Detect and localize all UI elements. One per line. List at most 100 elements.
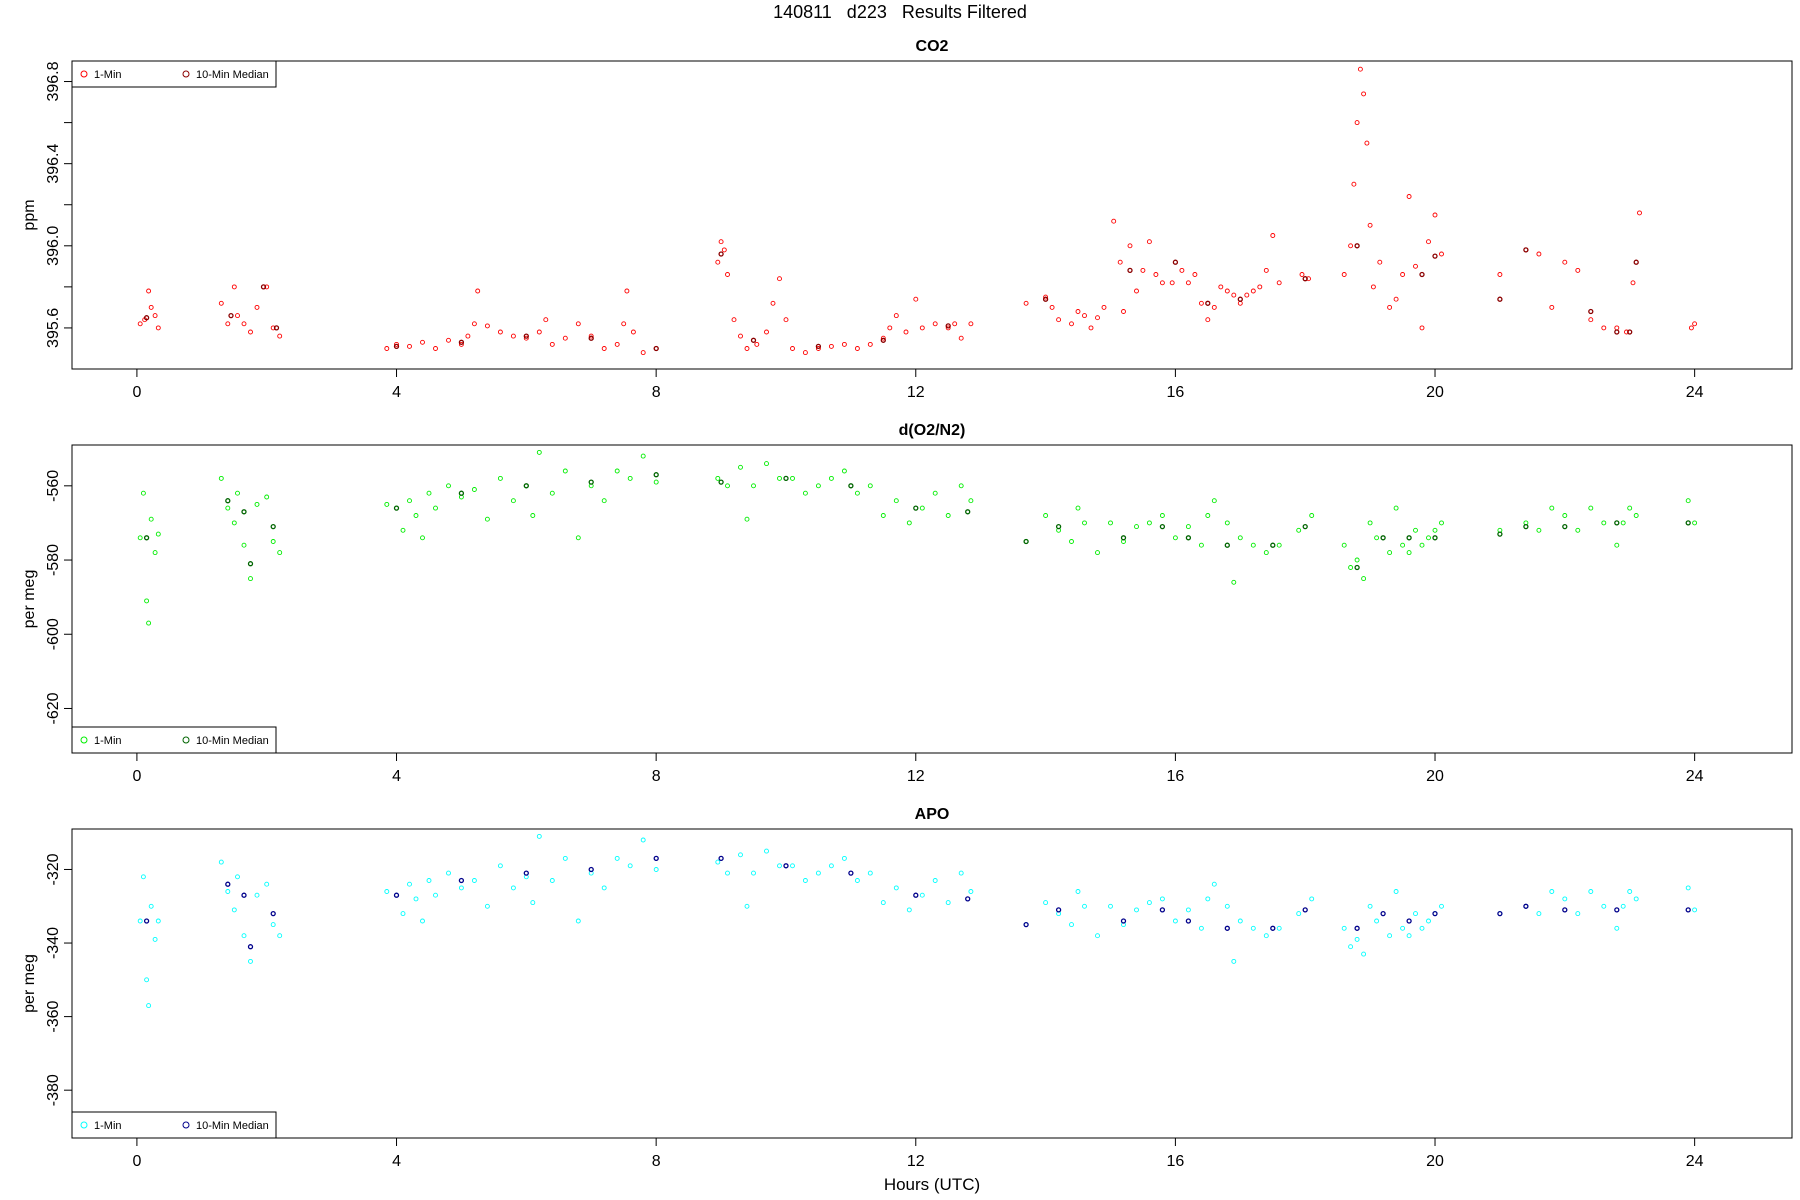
apo-median-point [1614,907,1620,913]
o2n2-median-point [247,561,254,567]
apo-1min-point [1562,896,1568,902]
o2n2-median-point [270,523,276,530]
apo-y-tick-label: -320 [45,853,62,885]
apo-y-tick-label: -340 [45,927,62,959]
apo-median-point [247,944,254,950]
co2-1min-point [1364,140,1370,146]
o2n2-median-point [1120,535,1127,541]
co2-y-tick-label: 396.8 [45,61,62,101]
apo-1min-point [1250,925,1256,931]
o2n2-1min-point [893,498,899,504]
apo-median-point [1159,907,1166,913]
o2n2-1min-point [1185,524,1191,530]
apo-1min-point [471,878,477,883]
o2n2-plot-frame [71,444,1793,754]
co2-1min-point [1185,280,1191,286]
co2-median-point [1127,267,1133,274]
o2n2-1min-point [1692,520,1698,526]
co2-1min-point [1624,329,1629,335]
apo-x-tick-label: 16 [1166,1153,1184,1170]
co2-1min-point [1049,304,1055,310]
o2n2-1min-point [841,468,847,474]
apo-1min-point [1211,881,1217,887]
co2-1min-point [146,288,152,294]
apo-x-tick-label: 8 [652,1153,661,1170]
o2n2-1min-point [1588,505,1594,511]
apo-1min-point [1413,911,1418,917]
co2-median-point [228,312,234,319]
o2n2-y-tick-label: -620 [45,692,62,724]
apo-1min-point [640,837,646,843]
o2n2-y-axis-label: per meg [21,570,38,629]
o2n2-1min-point [1146,520,1152,526]
co2-median-point [273,325,280,331]
o2n2-1min-point [653,479,659,485]
apo-median-point [1497,910,1503,917]
co2-1min-point [1630,280,1636,286]
co2-1min-point [1263,267,1269,273]
o2n2-1min-point [1296,527,1302,533]
co2-1min-point [523,335,529,341]
co2-1min-point [1426,239,1431,245]
o2n2-1min-point [1108,520,1113,526]
o2n2-1min-point [148,516,154,522]
co2-1min-point [1095,315,1100,321]
o2n2-x-tick-label: 12 [907,768,925,785]
co2-1min-point [1192,272,1198,277]
apo-1min-point [1309,896,1315,902]
apo-1min-point [1082,903,1087,909]
apo-1min-point [1588,889,1594,894]
co2-1min-point [630,329,636,335]
apo-legend-box [71,1111,277,1139]
o2n2-median-point [1406,535,1412,541]
o2n2-1min-point [854,490,860,496]
co2-1min-point [725,272,730,277]
apo-1min-point [1419,925,1425,931]
o2n2-1min-point [777,475,782,481]
o2n2-median-point [588,479,594,485]
x-axis-label: Hours (UTC) [884,1175,980,1194]
co2-1min-point [841,341,847,347]
co2-1min-point [718,239,724,245]
o2n2-1min-point [1075,505,1081,511]
o2n2-1min-point [277,550,283,556]
apo-median-point [225,881,231,887]
apo-1min-point [562,855,568,861]
apo-legend-1min-label: 1-Min [94,1120,122,1132]
apo-legend-1min-marker [80,1121,88,1129]
o2n2-y-tick-label: -600 [45,618,62,650]
apo-1min-point [958,870,964,876]
apo-1min-point [1361,951,1367,957]
co2-1min-point [731,317,737,323]
o2n2-legend-median-marker [182,736,190,744]
o2n2-1min-point [764,461,769,467]
co2-1min-point [1153,272,1159,277]
o2n2-1min-point [1439,520,1444,526]
co2-median-point [1419,271,1425,278]
apo-1min-point [241,933,247,939]
co2-1min-point [1244,292,1250,298]
page-title: 140811 d223 Results Filtered [773,2,1027,22]
co2-1min-point [137,321,143,327]
co2-median-point [523,333,529,339]
apo-median-point [1120,918,1127,924]
o2n2-1min-point [1354,557,1360,563]
apo-1min-point [880,900,886,906]
o2n2-1min-point [627,475,633,481]
apo-1min-point [867,870,873,876]
apo-1min-point [148,903,154,909]
o2n2-median-point [653,472,659,478]
o2n2-1min-point [1224,520,1230,526]
apo-1min-point [530,900,536,906]
o2n2-1min-point [919,505,925,511]
o2n2-1min-point [1276,542,1282,548]
o2n2-1min-point [1620,520,1626,526]
co2-1min-point [1056,317,1062,323]
co2-1min-point [802,350,808,356]
apo-1min-point [270,922,276,928]
co2-1min-point [248,329,253,335]
o2n2-1min-point [1432,527,1438,533]
o2n2-1min-point [880,513,886,518]
o2n2-1min-point [152,550,158,556]
co2-1min-point [1211,304,1217,310]
